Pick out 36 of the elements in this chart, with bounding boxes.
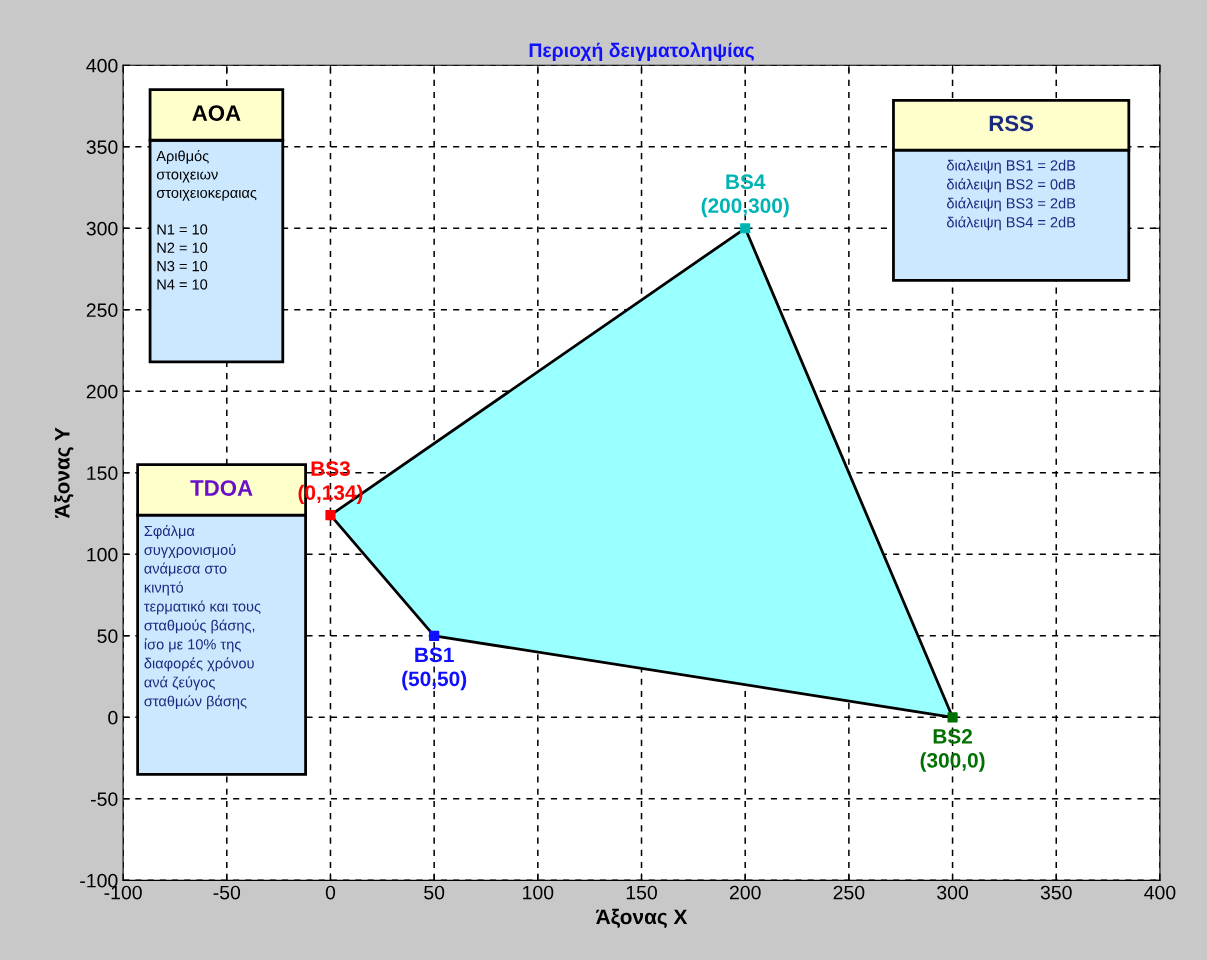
chart-title: Περιοχή δειγματοληψίας — [529, 42, 754, 61]
point — [947, 712, 958, 723]
point — [740, 223, 751, 234]
point — [325, 510, 336, 521]
x-tick-label: 200 — [729, 885, 761, 900]
x-tick-label: 50 — [424, 885, 445, 900]
y-tick-label: 100 — [87, 547, 118, 562]
data-label: BS1 (50,50) — [402, 647, 467, 691]
x-tick-label: 150 — [626, 885, 657, 900]
x-tick-label: 400 — [1144, 885, 1176, 900]
x-axis-title: Άξονας X — [596, 908, 688, 929]
y-tick-label: 400 — [86, 58, 118, 73]
x-tick-label: -50 — [213, 885, 241, 900]
text: Αριθμός στοιχειων στοιχειοκεραιας N1 = 10 N2 = 10 N3 = 10 N4 = 10 — [156, 150, 257, 290]
y-tick-label: -50 — [91, 792, 118, 807]
annotation: διαλειψη BS1 = 2dB διάλειψη BS2 = 0dB διάλειψη BS3 = 2dB διάλειψη BS4 = 2dB — [947, 159, 1076, 231]
data-label: BS2 (300,0) — [920, 728, 985, 772]
annotation: AOA — [192, 105, 241, 121]
x-tick-label: 250 — [833, 885, 865, 900]
x-tick-label: 350 — [1040, 885, 1072, 900]
data-label: BS4 (200,300) — [701, 174, 789, 218]
text: Σφάλμα συγχρονισμού ανάμεσα στο κινητό τερματικό και τους σταθμούς βάσης, ίσο με 10% της διαφορές χρόνου ανά ζεύγος σταθμών βάσης — [144, 524, 261, 710]
point — [429, 630, 440, 641]
x-tick-label: 100 — [523, 885, 554, 900]
y-tick-label: 0 — [108, 710, 118, 725]
y-tick-label: 50 — [97, 629, 118, 644]
y-tick-label: 300 — [86, 221, 118, 236]
y-tick-label: 350 — [86, 140, 118, 155]
annotation: TDOA — [190, 480, 253, 496]
x-tick-label: 0 — [325, 885, 336, 900]
y-tick-label: 150 — [87, 466, 118, 481]
y-tick-label: 250 — [86, 303, 118, 318]
y-axis-title: Άξονας Y — [54, 427, 74, 519]
y-tick-label: 200 — [86, 384, 118, 399]
x-tick-label: 300 — [937, 885, 969, 900]
annotation: RSS — [989, 115, 1034, 132]
